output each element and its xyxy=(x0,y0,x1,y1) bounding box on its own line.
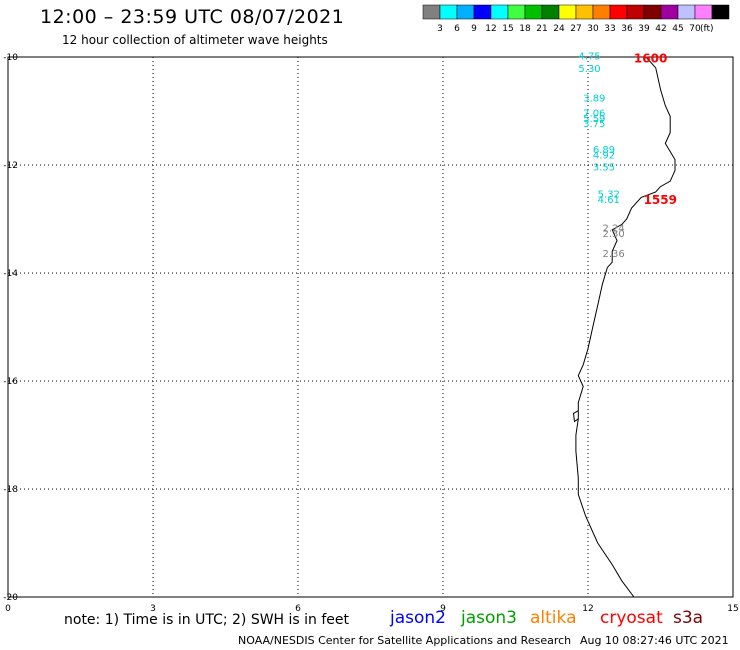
wave-height-label: 2.36 xyxy=(603,249,625,260)
map-frame xyxy=(7,56,734,598)
wave-height-label: 5.59 xyxy=(583,114,605,125)
wave-height-label: 7.06 xyxy=(583,108,605,119)
footer-center-credit: NOAA/NESDIS Center for Satellite Applica… xyxy=(238,634,572,647)
y-tick-label: -14 xyxy=(3,269,18,279)
y-tick-label: -18 xyxy=(3,485,18,495)
page-title: 12:00 – 23:59 UTC 08/07/2021 xyxy=(40,6,345,28)
colorbar-tick-label: 24 xyxy=(553,24,565,34)
y-tick-label: -16 xyxy=(3,377,18,387)
colorbar-tick-label: 3 xyxy=(437,24,443,34)
wave-height-label: 3.55 xyxy=(593,162,615,173)
colorbar-unit: (ft) xyxy=(700,24,714,34)
pass-time-label: 1559 xyxy=(644,193,677,207)
colorbar-swatch xyxy=(711,4,730,20)
wave-height-label: 5.32 xyxy=(598,189,620,200)
colorbar-tick-label: 36 xyxy=(621,24,633,34)
pass-time-label: 1600 xyxy=(634,51,667,65)
legend-altika: altika xyxy=(530,608,577,628)
legend-s3a: s3a xyxy=(673,608,704,628)
footer-timestamp: Aug 10 08:27:46 UTC 2021 xyxy=(580,634,729,647)
colorbar-tick-label: 70 xyxy=(689,24,701,34)
wave-height-label: 2.30 xyxy=(603,229,625,240)
x-tick-label: 9 xyxy=(440,604,446,614)
wave-height-label: 3.75 xyxy=(583,119,605,130)
colorbar-tick-label: 27 xyxy=(570,24,581,34)
colorbar-tick-label: 30 xyxy=(587,24,599,34)
colorbar-tick-label: 45 xyxy=(672,24,683,34)
x-tick-label: 6 xyxy=(295,604,301,614)
x-tick-label: 0 xyxy=(5,604,11,614)
wave-height-label: 5.30 xyxy=(578,64,600,75)
y-tick-label: -20 xyxy=(3,593,18,603)
y-tick-label: -10 xyxy=(3,53,18,63)
legend-cryosat: cryosat xyxy=(600,608,663,628)
y-tick-label: -12 xyxy=(3,161,18,171)
colorbar-tick-label: 12 xyxy=(485,24,496,34)
colorbar-tick-label: 6 xyxy=(454,24,460,34)
colorbar-tick-label: 39 xyxy=(638,24,650,34)
wave-height-label: 4.61 xyxy=(598,195,620,206)
wave-height-colorbar: 3 6 9 12 15 18 21 24 27 30 33 36 39 42 45 70 (ft) xyxy=(422,4,730,34)
wave-height-label: 2.24 xyxy=(603,223,625,234)
legend-jason2: jason2 xyxy=(390,608,446,628)
colorbar-tick-label: 42 xyxy=(655,24,666,34)
footer-note: note: 1) Time is in UTC; 2) SWH is in fe… xyxy=(64,612,350,628)
legend-jason3: jason3 xyxy=(461,608,517,628)
colorbar-tick-label: 15 xyxy=(502,24,513,34)
wave-height-label: 4.92 xyxy=(593,151,615,162)
wave-height-label: 3.89 xyxy=(583,93,605,104)
page-subtitle: 12 hour collection of altimeter wave hei… xyxy=(62,33,328,47)
wave-height-label: 6.89 xyxy=(593,145,615,156)
colorbar-tick-label: 21 xyxy=(536,24,547,34)
x-tick-label: 3 xyxy=(150,604,156,614)
colorbar-tick-label: 9 xyxy=(471,24,477,34)
wave-height-label: 4.75 xyxy=(578,52,600,63)
x-tick-label: 15 xyxy=(727,604,738,614)
colorbar-tick-label: 33 xyxy=(604,24,615,34)
coastline-inlet xyxy=(572,410,579,423)
colorbar-tick-label: 18 xyxy=(519,24,531,34)
x-tick-label: 12 xyxy=(582,604,593,614)
coastline xyxy=(575,56,676,598)
